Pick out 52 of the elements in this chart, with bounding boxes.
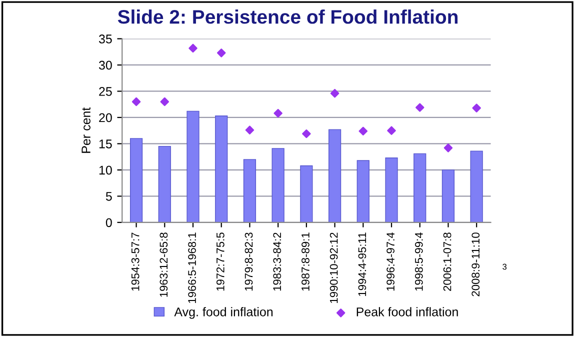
- point: [274, 108, 282, 118]
- point: [160, 97, 170, 106]
- legend-label: Peak food inflation: [356, 307, 458, 316]
- x-tick-label: 2006:1-07:8: [443, 232, 452, 291]
- x-tick-label: 1966:5-1968:1: [188, 232, 196, 303]
- y-tick-label: 25: [99, 87, 112, 96]
- chart-title: Slide 2: Persistence of Food Inflation: [118, 10, 458, 24]
- x-tick-label: 1990:10-92:12: [330, 232, 338, 303]
- point: [415, 103, 424, 112]
- bar: [356, 160, 370, 222]
- y-tick-label: 20: [99, 113, 112, 122]
- y-tick-label: 10: [99, 166, 112, 175]
- y-tick-label: 5: [106, 192, 112, 201]
- y-tick-label: 0: [106, 218, 112, 228]
- point: [245, 126, 254, 134]
- point: [216, 48, 226, 58]
- point: [358, 126, 368, 136]
- x-tick-label: 1979:8-82:3: [244, 232, 253, 291]
- point: [302, 129, 311, 138]
- bar: [414, 153, 426, 222]
- point: [330, 88, 340, 98]
- bar: [272, 148, 284, 222]
- point: [472, 104, 481, 112]
- bar: [328, 129, 342, 222]
- x-tick-label: 1998:5-99:4: [414, 232, 423, 291]
- x-tick-label: 1996:4-97:4: [386, 232, 394, 291]
- bar: [215, 116, 228, 222]
- text: 3: [502, 264, 507, 270]
- point: [132, 97, 141, 106]
- y-tick-label: 15: [99, 140, 112, 148]
- x-tick-label: 1983:3-84:2: [273, 232, 282, 291]
- x-tick-label: 1954:3-57:7: [131, 232, 140, 291]
- x-tick-label: 1963:12-65:8: [160, 232, 168, 297]
- bar: [158, 146, 171, 222]
- bar: [130, 138, 143, 222]
- bar: [470, 150, 483, 222]
- bar: [442, 170, 455, 222]
- x-tick-label: 1994:4-95:11: [358, 232, 366, 296]
- x-tick-label: 1987:8-89:1: [302, 232, 310, 291]
- legend-label: Avg. food inflation: [174, 307, 273, 319]
- point: [387, 126, 396, 135]
- y-tick-label: 35: [98, 34, 112, 44]
- point: [444, 144, 453, 152]
- y-axis-title: Per cent: [82, 107, 90, 153]
- bar: [243, 159, 256, 222]
- bar: [186, 110, 200, 222]
- bar: [385, 158, 398, 222]
- point: [188, 44, 198, 53]
- x-tick-label: 2008:9-11:10: [472, 232, 480, 296]
- bar: [300, 165, 313, 222]
- y-tick-label: 30: [98, 60, 112, 70]
- x-tick-label: 1972:7-75:5: [216, 232, 224, 291]
